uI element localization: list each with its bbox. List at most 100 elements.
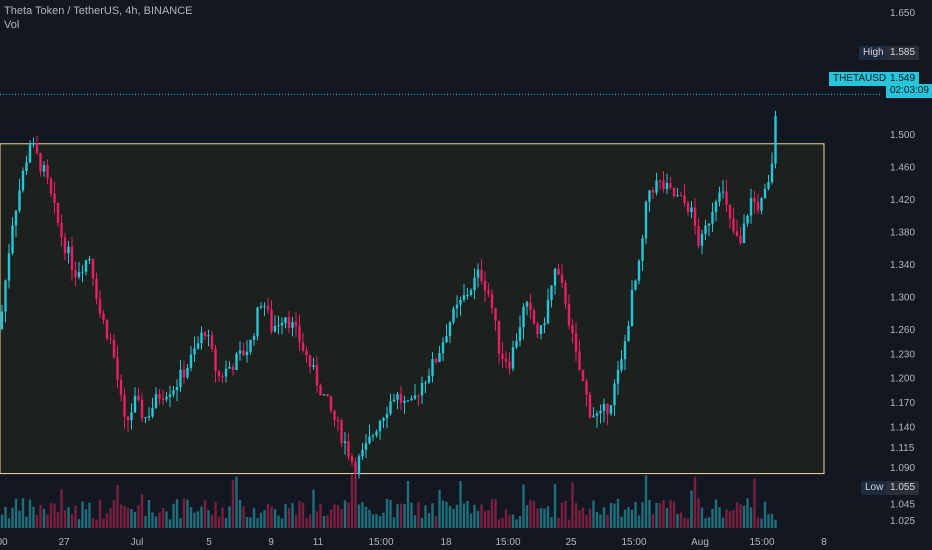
candle-body: [697, 225, 700, 246]
candle-body: [319, 385, 322, 396]
volume-bar: [536, 508, 539, 528]
candle-body: [592, 415, 595, 418]
volume-bar: [466, 501, 469, 528]
candle-body: [224, 368, 228, 377]
candle-body: [644, 201, 648, 239]
volume-bar: [151, 512, 154, 528]
candle-body: [403, 400, 406, 403]
price-tick-label: 1.230: [890, 349, 915, 360]
volume-bar: [588, 508, 592, 528]
time-tick-label: 15:00: [368, 537, 393, 548]
candle-body: [273, 325, 277, 332]
candle-body: [546, 300, 550, 324]
volume-bar: [581, 507, 585, 528]
volume-bar: [21, 498, 25, 528]
volume-bar: [158, 512, 161, 528]
time-axis[interactable]: 00 27 Jul 5 9 11 15:00 18 15:00 25 15:00 Aug 15:00 8: [0, 537, 827, 548]
volume-bar: [599, 514, 602, 528]
range-box: [0, 143, 825, 475]
time-tick-label: 5: [206, 537, 212, 548]
volume-bar: [518, 516, 522, 528]
volume-bar: [287, 507, 291, 528]
volume-label[interactable]: Vol: [4, 19, 20, 31]
candle-body: [301, 342, 305, 351]
candle-body: [420, 383, 424, 396]
candle-body: [291, 322, 294, 328]
candle-body: [56, 203, 60, 224]
volume-bar: [315, 511, 319, 528]
volume-bar: [88, 502, 91, 528]
candle-body: [410, 398, 413, 401]
candle-body: [746, 215, 749, 224]
volume-bar: [504, 509, 508, 528]
volume-bar: [732, 509, 735, 528]
volume-bar: [763, 501, 767, 528]
volume-bar: [217, 516, 221, 528]
volume-bar: [511, 514, 515, 528]
candle-body: [714, 201, 718, 212]
candle-body: [399, 394, 403, 403]
candle-body: [742, 223, 746, 244]
volume-bar: [613, 503, 616, 528]
volume-bar: [557, 517, 560, 528]
candle-body: [245, 351, 249, 356]
volume-bar: [399, 503, 403, 528]
volume-bar: [658, 502, 662, 528]
volume-bar: [228, 506, 231, 528]
volume-bar: [560, 502, 564, 528]
candle-body: [424, 382, 427, 384]
candle-body: [67, 246, 70, 254]
candle-body: [361, 449, 364, 457]
volume-bar: [683, 517, 686, 528]
candle-body: [189, 354, 193, 368]
volume-bar: [242, 506, 245, 528]
volume-bar: [133, 511, 137, 528]
candle-body: [11, 225, 14, 254]
volume-bar: [305, 517, 308, 528]
price-tick-label: 1.460: [890, 163, 915, 174]
candle-body: [651, 190, 655, 193]
candle-body: [119, 379, 123, 396]
volume-bar: [270, 506, 273, 528]
candle-body: [53, 193, 56, 204]
volume-bar: [280, 518, 284, 528]
volume-bar: [189, 507, 193, 528]
volume-bar: [32, 506, 35, 528]
candle-body: [95, 278, 98, 300]
volume-bar: [53, 503, 56, 528]
volume-bar: [74, 505, 77, 528]
volume-bar: [448, 505, 452, 528]
volume-bar: [354, 476, 357, 528]
volume-bar: [452, 508, 455, 528]
candle-body: [350, 456, 354, 462]
volume-bar: [119, 504, 123, 528]
candle-body: [539, 325, 543, 335]
candle-body: [126, 416, 130, 421]
candle-body: [326, 394, 329, 397]
volume-bar: [224, 517, 228, 528]
candle-body: [217, 370, 221, 377]
volume-bar: [193, 512, 196, 528]
candle-body: [298, 325, 301, 343]
candle-body: [718, 192, 721, 202]
candle-body: [28, 144, 32, 163]
volume-bar: [81, 501, 84, 528]
volume-bar: [767, 514, 770, 528]
candle-body: [144, 417, 147, 419]
candle-body: [179, 369, 182, 387]
volume-bar: [753, 478, 756, 528]
candle-body: [161, 398, 165, 400]
price-tick-label: 1.025: [890, 516, 915, 527]
candle-body: [434, 359, 438, 363]
volume-bar: [735, 502, 739, 528]
candle-body: [438, 353, 441, 363]
chart-legend: Theta Token / TetherUS, 4h, BINANCE Vol: [4, 4, 193, 32]
volume-bar: [525, 505, 529, 528]
volume-bar: [417, 502, 420, 528]
price-tick-label: 1.200: [890, 374, 915, 385]
symbol-title[interactable]: Theta Token / TetherUS, 4h, BINANCE: [4, 5, 193, 17]
time-tick-label: 27: [58, 537, 70, 548]
candle-body: [305, 350, 308, 356]
volume-bar: [473, 504, 476, 528]
